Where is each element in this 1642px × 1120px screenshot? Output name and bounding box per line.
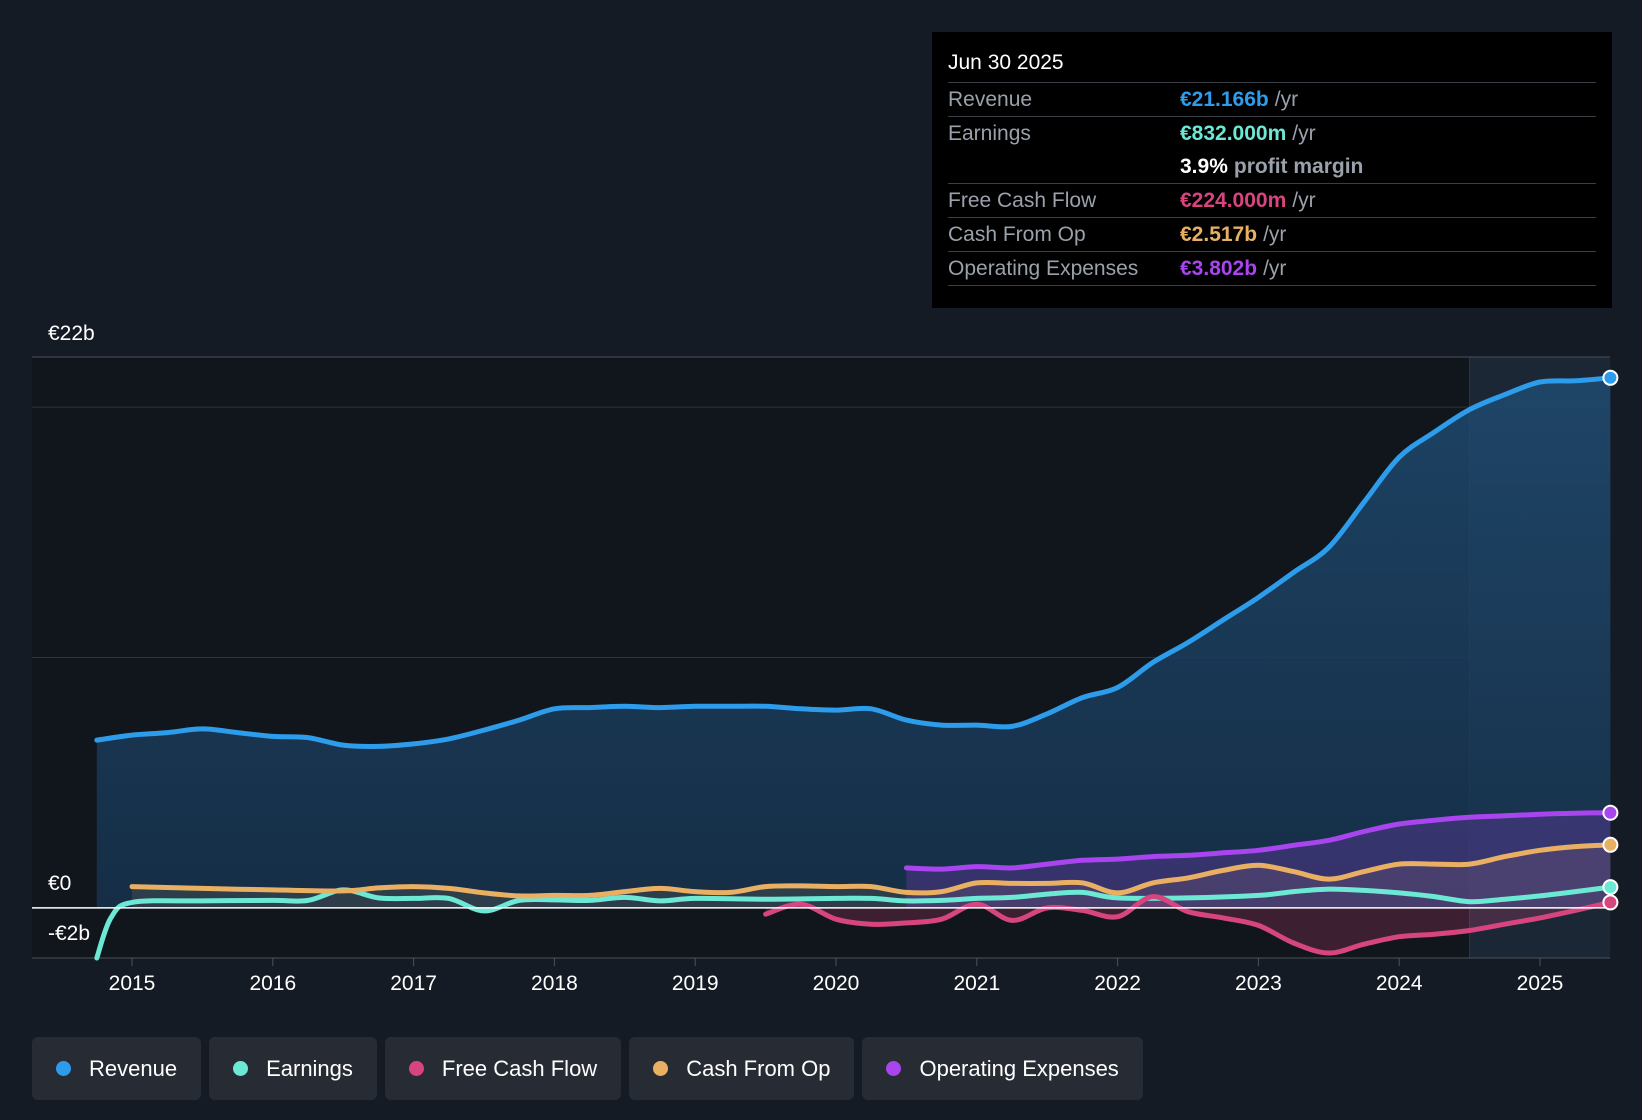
tooltip-row-cfo: Cash From Op €2.517b/yr <box>948 218 1596 252</box>
series-area-cash-from-op <box>132 844 1611 908</box>
tooltip-row-margin: 3.9% profit margin <box>948 150 1596 184</box>
x-tick-label: 2021 <box>953 972 1000 995</box>
x-tick-label: 2020 <box>813 972 860 995</box>
tooltip-row-fcf: Free Cash Flow €224.000m/yr <box>948 184 1596 218</box>
legend-label: Earnings <box>266 1055 353 1081</box>
tooltip-value: €832.000m <box>1180 122 1287 145</box>
legend: Revenue Earnings Free Cash Flow Cash Fro… <box>32 1037 1143 1100</box>
tooltip-label: Earnings <box>948 122 1031 145</box>
legend-label: Cash From Op <box>686 1055 831 1081</box>
x-tick-label: 2015 <box>109 972 156 995</box>
x-tick-label: 2017 <box>390 972 437 995</box>
legend-item-earnings[interactable]: Earnings <box>209 1037 377 1100</box>
tooltip-panel: Jun 30 2025 Revenue €21.166b/yr Earnings… <box>932 32 1612 308</box>
tooltip-unit: /yr <box>1274 88 1299 111</box>
profit-margin-value: 3.9% <box>1180 155 1228 178</box>
legend-dot-icon <box>886 1061 902 1076</box>
profit-margin-label: profit margin <box>1233 155 1364 178</box>
tooltip-row-earnings: Earnings €832.000m/yr <box>948 117 1596 150</box>
legend-label: Revenue <box>89 1055 178 1081</box>
x-tick-label: 2023 <box>1235 972 1282 995</box>
legend-dot-icon <box>408 1061 424 1076</box>
legend-label: Free Cash Flow <box>441 1055 598 1081</box>
tooltip-row-revenue: Revenue €21.166b/yr <box>948 83 1596 117</box>
series-end-point-free-cash-flow <box>1602 894 1619 911</box>
x-tick-label: 2016 <box>249 972 296 995</box>
tooltip-value: €21.166b <box>1180 88 1269 111</box>
legend-dot-icon <box>233 1061 249 1076</box>
series-line-operating-expenses <box>903 810 1613 872</box>
series-end-point-earnings <box>1602 879 1619 896</box>
tooltip-value: €3.802b <box>1180 257 1258 280</box>
tooltip-label: Operating Expenses <box>948 257 1139 280</box>
tooltip-date: Jun 30 2025 <box>948 48 1596 83</box>
y-tick-top: €22b <box>48 322 95 345</box>
legend-item-operating-expenses[interactable]: Operating Expenses <box>862 1037 1143 1100</box>
legend-item-free-cash-flow[interactable]: Free Cash Flow <box>384 1037 622 1100</box>
series-area-revenue <box>96 377 1611 908</box>
tooltip-value: €224.000m <box>1180 189 1287 212</box>
legend-dot-icon <box>56 1061 71 1076</box>
legend-item-cash-from-op[interactable]: Cash From Op <box>629 1037 855 1100</box>
legend-dot-icon <box>653 1061 669 1076</box>
tooltip-unit: /yr <box>1263 223 1287 246</box>
tooltip-value: €2.517b <box>1180 223 1258 246</box>
x-tick-label: 2019 <box>672 972 719 995</box>
series-area-free-cash-flow <box>765 896 1611 954</box>
tooltip-row-opex: Operating Expenses €3.802b/yr <box>948 252 1596 286</box>
tooltip-label: Cash From Op <box>948 223 1086 246</box>
x-tick-label: 2022 <box>1094 972 1141 995</box>
tooltip-label: Free Cash Flow <box>948 189 1097 212</box>
tooltip-unit: /yr <box>1292 122 1316 145</box>
y-tick-bottom: -€2b <box>48 922 90 945</box>
legend-item-revenue[interactable]: Revenue <box>32 1037 202 1100</box>
series-end-point-revenue <box>1602 369 1619 386</box>
series-line-cash-from-op <box>129 842 1613 899</box>
tooltip-unit: /yr <box>1263 257 1287 280</box>
series-line-free-cash-flow <box>763 894 1613 956</box>
x-tick-label: 2025 <box>1517 972 1564 995</box>
tooltip-unit: /yr <box>1292 189 1316 212</box>
series-end-point-cash-from-op <box>1602 836 1619 853</box>
legend-label: Operating Expenses <box>919 1055 1119 1081</box>
series-end-point-operating-expenses <box>1602 804 1619 821</box>
tooltip-label: Revenue <box>948 88 1033 111</box>
y-tick-zero: €0 <box>48 872 71 895</box>
series-line-revenue <box>94 375 1613 749</box>
x-tick-label: 2018 <box>531 972 578 995</box>
x-tick-label: 2024 <box>1376 972 1423 995</box>
